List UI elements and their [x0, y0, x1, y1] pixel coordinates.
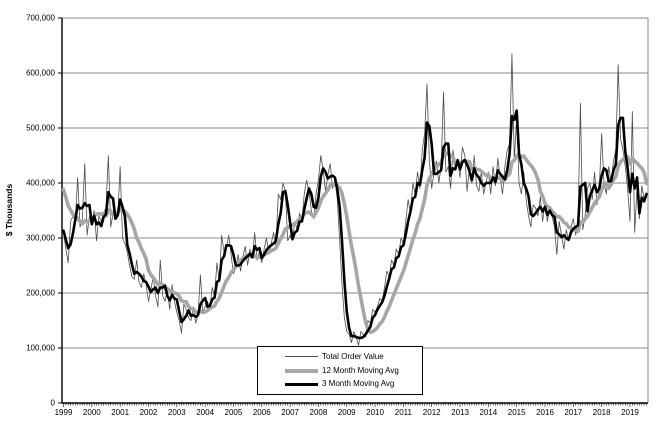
x-tick-label: 2009 [338, 408, 356, 417]
x-tick-label: 2011 [395, 408, 413, 417]
legend-label-total-order-value: Total Order Value [322, 351, 384, 361]
y-tick-label: 400,000 [26, 179, 55, 188]
x-tick-label: 2019 [621, 408, 639, 417]
series-3-month-moving-avg-line [62, 109, 648, 340]
x-tick-label: 2016 [536, 408, 554, 417]
x-tick-label: 2010 [366, 408, 384, 417]
x-tick-label: 2003 [168, 408, 186, 417]
x-tick-label: 2017 [564, 408, 582, 417]
legend-entry-3-month-moving-avg: 3 Month Moving Avg [285, 380, 422, 388]
legend-entry-12-month-moving-avg: 12 Month Moving Avg [285, 365, 422, 375]
legend-line-12-month-moving-avg [285, 368, 318, 373]
legend-line-total-order-value [285, 356, 318, 358]
y-tick-label: 200,000 [26, 289, 55, 298]
y-tick-label: 600,000 [26, 69, 55, 78]
series-total-order-value-line [63, 53, 647, 346]
legend-label-12-month-moving-avg: 12 Month Moving Avg [322, 365, 399, 375]
x-tick-label: 2012 [423, 408, 441, 417]
series-12-month-moving-avg-line [61, 150, 649, 334]
y-tick-label: 500,000 [26, 124, 55, 133]
chart-legend: Total Order Value 12 Month Moving Avg 3 … [257, 346, 423, 395]
x-tick-label: 2005 [225, 408, 243, 417]
x-tick-label: 2015 [508, 408, 526, 417]
x-tick-label: 2007 [281, 408, 299, 417]
y-tick-label: 700,000 [26, 14, 55, 23]
y-axis-title: $ Thousands [4, 184, 14, 237]
legend-label-3-month-moving-avg: 3 Month Moving Avg [322, 379, 395, 389]
x-tick-label: 2014 [479, 408, 497, 417]
x-tick-label: 1999 [55, 408, 73, 417]
x-tick-label: 2004 [196, 408, 214, 417]
y-tick-label: 100,000 [26, 344, 55, 353]
legend-entry-total-order-value: Total Order Value [285, 351, 422, 361]
x-tick-label: 2000 [83, 408, 101, 417]
x-tick-label: 2001 [111, 408, 129, 417]
y-tick-label: 0 [51, 399, 56, 408]
y-tick-label: 300,000 [26, 234, 55, 243]
legend-line-3-month-moving-avg [285, 382, 318, 386]
x-tick-label: 2002 [140, 408, 158, 417]
x-tick-label: 2008 [310, 408, 328, 417]
x-tick-label: 2013 [451, 408, 469, 417]
x-tick-label: 2018 [593, 408, 611, 417]
x-tick-label: 2006 [253, 408, 271, 417]
